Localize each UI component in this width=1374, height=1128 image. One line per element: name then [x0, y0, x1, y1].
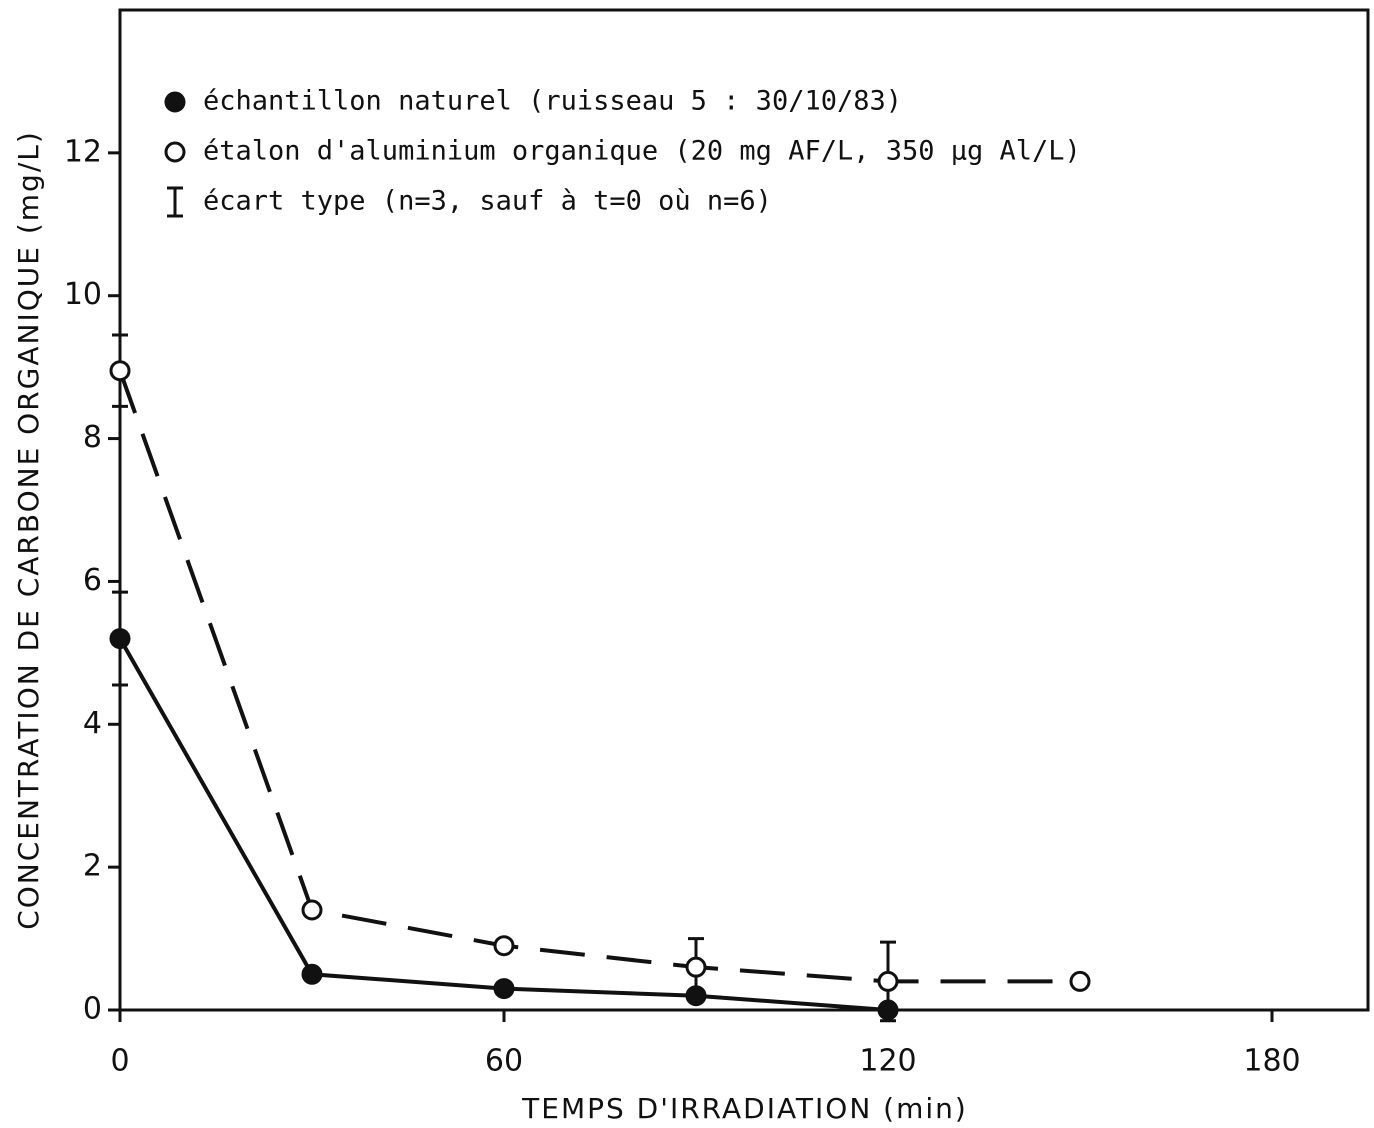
data-point	[109, 360, 131, 382]
data-point	[493, 978, 515, 1000]
y-tick-label: 10	[64, 277, 102, 312]
data-point	[109, 628, 131, 650]
legend-error-icon	[167, 186, 183, 218]
y-tick-label: 6	[83, 563, 102, 598]
y-tick-label: 8	[83, 420, 102, 455]
legend-marker	[164, 141, 186, 163]
y-tick-label: 4	[83, 706, 102, 741]
y-axis-label: CONCENTRATION DE CARBONE ORGANIQUE (mg/L…	[12, 130, 45, 930]
data-point	[493, 935, 515, 957]
data-point	[1069, 970, 1091, 992]
legend-label: échantillon naturel (ruisseau 5 : 30/10/…	[203, 86, 902, 117]
x-tick-label: 180	[1243, 1044, 1300, 1079]
legend-label: étalon d'aluminium organique (20 mg AF/L…	[203, 136, 1081, 167]
y-tick-label: 0	[83, 992, 102, 1027]
data-point	[301, 899, 323, 921]
plot-frame	[118, 8, 1370, 1012]
x-tick-label: 60	[485, 1044, 523, 1079]
x-tick-label: 120	[859, 1044, 916, 1079]
series-line	[118, 370, 1080, 984]
data-point	[877, 970, 899, 992]
x-tick-label: 0	[110, 1044, 129, 1079]
legend-marker	[164, 91, 186, 113]
legend-label: écart type (n=3, sauf à t=0 où n=6)	[203, 186, 772, 217]
data-point	[301, 963, 323, 985]
x-axis-label: TEMPS D'IRRADIATION (min)	[521, 1092, 968, 1125]
y-tick-label: 2	[83, 849, 102, 884]
y-tick-label: 12	[64, 134, 102, 169]
data-point	[685, 956, 707, 978]
